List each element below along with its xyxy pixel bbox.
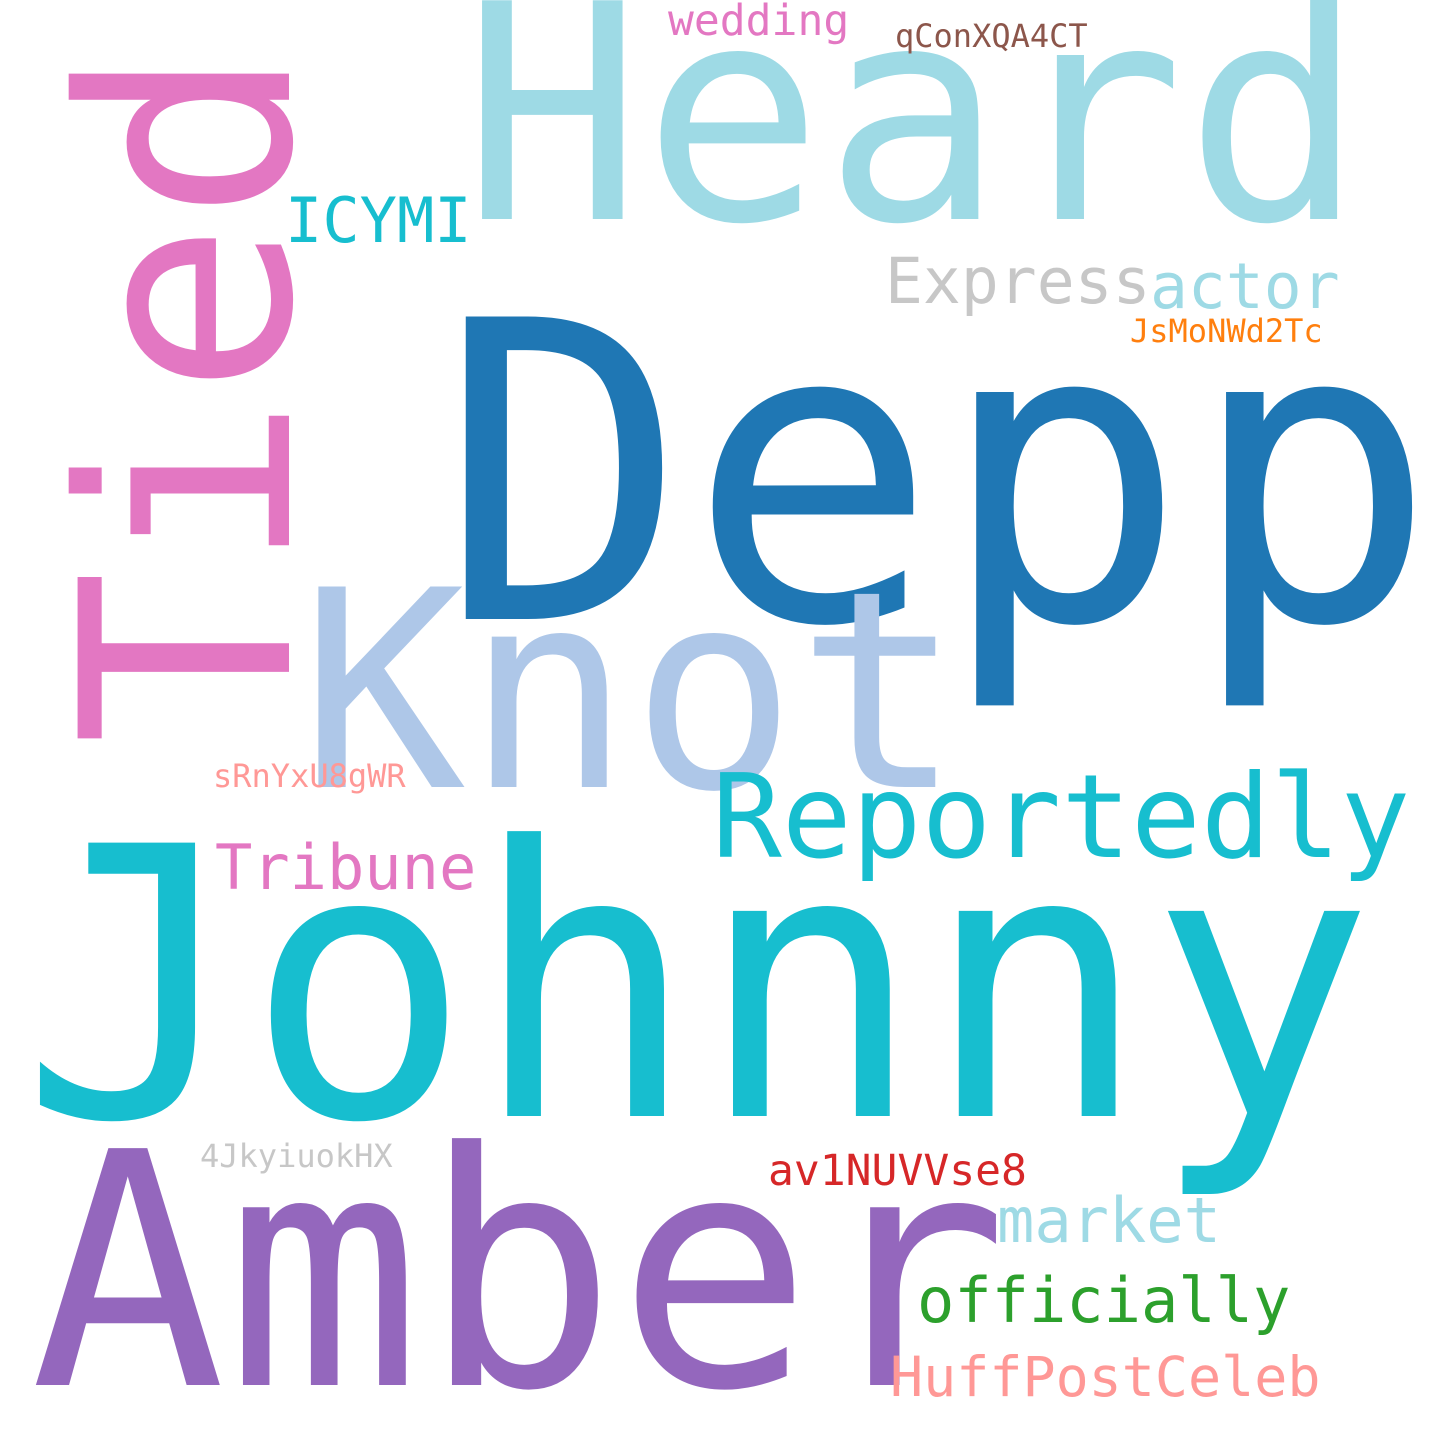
word-av1nuvvse8: av1NUVVse8 xyxy=(768,1146,1027,1196)
word-qconxqa4ct: qConXQA4CT xyxy=(895,17,1088,55)
word-officially: officially xyxy=(917,1264,1291,1337)
word-jsmonwd2tc: JsMoNWd2Tc xyxy=(1130,312,1323,350)
word-huffpostceleb: HuffPostCeleb xyxy=(890,1345,1321,1409)
word-depp: Depp xyxy=(438,234,1438,717)
word-express: Express xyxy=(885,245,1151,318)
word-market: market xyxy=(997,1184,1221,1257)
word-srnyxu8gwr: sRnYxU8gWR xyxy=(213,757,406,795)
word-actor: actor xyxy=(1150,250,1340,323)
word-amber: Amber xyxy=(30,1083,1009,1440)
word-tied: Tied xyxy=(21,46,358,745)
word-4jkyiuokhx: 4JkyiuokHX xyxy=(200,1137,393,1175)
word-reportedly: Reportedly xyxy=(712,750,1411,885)
word-johnny: Johnny xyxy=(20,769,1375,1205)
word-tribune: Tribune xyxy=(215,831,477,904)
word-knot: Knot xyxy=(300,532,963,852)
word-icymi: ICYMI xyxy=(285,184,472,257)
word-wedding: wedding xyxy=(668,0,850,46)
word-heard: Heard xyxy=(462,0,1366,290)
